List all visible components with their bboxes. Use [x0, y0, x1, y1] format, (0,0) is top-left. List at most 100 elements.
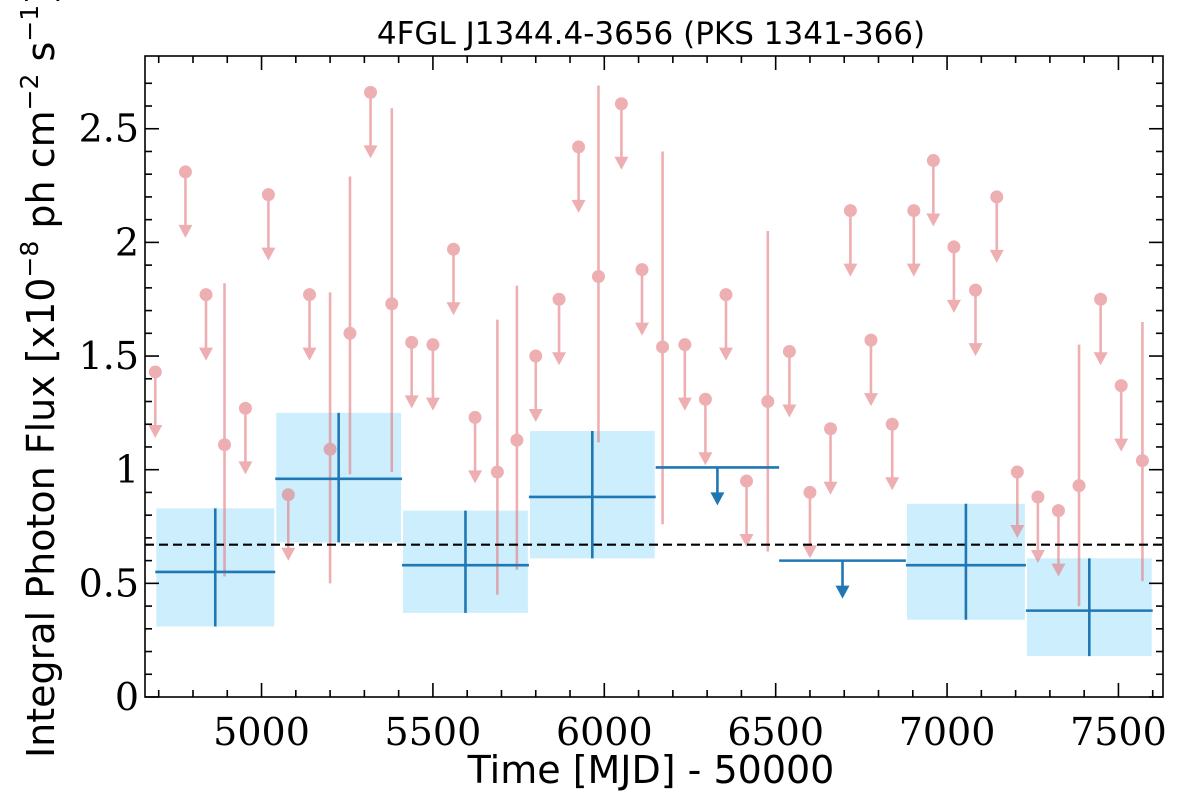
short-bin-upper-limit-34 [1051, 504, 1066, 577]
upper-limit-arrowhead [528, 409, 543, 423]
y-tick-label: 0.5 [79, 561, 139, 605]
y-tick-label: 2.5 [79, 107, 139, 151]
long-bin-upper-limit-0 [655, 466, 780, 506]
upper-limit-point [178, 165, 192, 179]
short-bin-upper-limit-1 [178, 165, 193, 238]
short-bin-upper-limit-33 [1030, 490, 1045, 563]
upper-limit-arrowhead [926, 213, 941, 227]
short-bin-upper-limit-5 [281, 488, 296, 561]
short-bin-upper-limit-12 [528, 349, 543, 423]
detection-point [343, 326, 357, 340]
short-bin-detection-8 [761, 231, 775, 552]
short-bin-upper-limit-10 [446, 242, 461, 316]
short-bin-upper-limit-35 [1093, 292, 1108, 366]
upper-limit-arrowhead [782, 404, 797, 418]
upper-limit-point [446, 242, 460, 256]
y-tick-label: 2 [115, 220, 139, 264]
chart-title: 4FGL J1344.4-3656 (PKS 1341-366) [377, 16, 925, 52]
short-bin-upper-limit-29 [946, 240, 961, 313]
detection-point [323, 442, 337, 456]
upper-limit-point [364, 85, 378, 99]
short-bin-upper-limit-27 [906, 204, 921, 277]
long-bin-upper-limit-1 [779, 559, 906, 599]
x-tick-label: 7000 [899, 710, 996, 754]
short-bin-upper-limit-24 [843, 204, 858, 277]
upper-limit-point [1051, 504, 1065, 518]
upper-limit-point [572, 140, 586, 154]
upper-limit-point [824, 422, 838, 436]
upper-limit-arrowhead [363, 145, 378, 159]
long-bin-detection-5 [1025, 558, 1153, 657]
short-bin-upper-limit-0 [148, 365, 163, 438]
upper-limit-arrowhead [178, 224, 193, 238]
upper-limit-arrowhead [635, 322, 650, 336]
long-upper-limit-arrowhead [710, 492, 725, 506]
short-bin-detection-10 [1135, 321, 1149, 582]
plot-area: 5000 5500 6000 6500 7000 7500 0 0.5 1 1.5 2 2.5 [79, 55, 1167, 754]
x-tick-label: 6000 [556, 710, 653, 754]
upper-limit-arrowhead [446, 302, 461, 316]
y-tick-label: 1 [115, 448, 139, 492]
upper-limit-point [698, 392, 712, 406]
short-bin-upper-limit-9 [425, 338, 440, 411]
y-axis-label: Integral Photon Flux [x10−8 ph cm−2 s−1] [15, 0, 63, 758]
short-bin-upper-limit-17 [677, 338, 692, 411]
short-bin-detection-7 [656, 151, 670, 525]
upper-limit-arrowhead [946, 299, 961, 313]
upper-limit-arrowhead [238, 461, 253, 475]
short-bin-detection-9 [1072, 344, 1086, 607]
y-axis-label-mid2: s [19, 42, 63, 74]
upper-limit-arrowhead [1030, 549, 1045, 563]
detection-point [1135, 454, 1149, 468]
detection-point [591, 269, 605, 283]
detection-point [1072, 479, 1086, 493]
long-bin-detection-0 [155, 508, 276, 627]
y-tick-label: 1.5 [79, 334, 139, 378]
short-bin-upper-limit-14 [571, 140, 586, 213]
short-bin-upper-limit-21 [782, 344, 797, 418]
upper-limit-point [969, 283, 983, 297]
upper-limit-arrowhead [906, 263, 921, 277]
y-axis-label-exp2: −2 [15, 74, 44, 111]
short-bin-detection-5 [510, 285, 524, 570]
upper-limit-point [303, 288, 317, 302]
y-axis-label-suffix: ] [19, 0, 63, 5]
upper-limit-point [1010, 465, 1024, 479]
upper-limit-point [803, 485, 817, 499]
short-bin-detection-4 [490, 319, 504, 595]
short-bin-detection-6 [591, 85, 605, 443]
upper-limit-arrowhead [614, 156, 629, 170]
long-bin-detection-3 [528, 431, 656, 559]
short-bin-upper-limit-15 [614, 97, 629, 170]
upper-limit-point [529, 349, 543, 363]
short-bin-detection-1 [323, 292, 337, 584]
upper-limit-point [782, 344, 796, 358]
upper-limit-arrowhead [199, 347, 214, 361]
upper-limit-arrowhead [148, 424, 163, 438]
short-bin-detection-2 [343, 176, 357, 475]
upper-limit-point [740, 474, 754, 488]
detection-point [656, 340, 670, 354]
upper-limit-arrowhead [718, 347, 733, 361]
short-bin-upper-limit-26 [885, 417, 900, 491]
upper-limit-point [261, 188, 275, 202]
upper-limit-point [907, 204, 921, 218]
upper-limit-point [426, 338, 440, 352]
upper-limit-point [468, 410, 482, 424]
upper-limit-arrowhead [823, 481, 838, 495]
upper-limit-arrowhead [1093, 352, 1108, 366]
y-axis-label-mid: ph cm [19, 110, 63, 240]
upper-limit-point [947, 240, 961, 254]
short-bin-upper-limit-16 [635, 263, 650, 336]
upper-limit-arrowhead [261, 247, 276, 261]
upper-limit-point [281, 488, 295, 502]
upper-limit-point [405, 335, 419, 349]
short-bin-upper-limit-4 [261, 188, 276, 261]
upper-limit-point [199, 288, 213, 302]
long-upper-limit-arrowhead [835, 585, 850, 599]
x-tick-label: 5500 [385, 710, 482, 754]
upper-limit-point [990, 190, 1004, 204]
x-tick-label: 5000 [213, 710, 310, 754]
upper-limit-point [864, 333, 878, 347]
short-bin-upper-limit-19 [718, 288, 733, 361]
